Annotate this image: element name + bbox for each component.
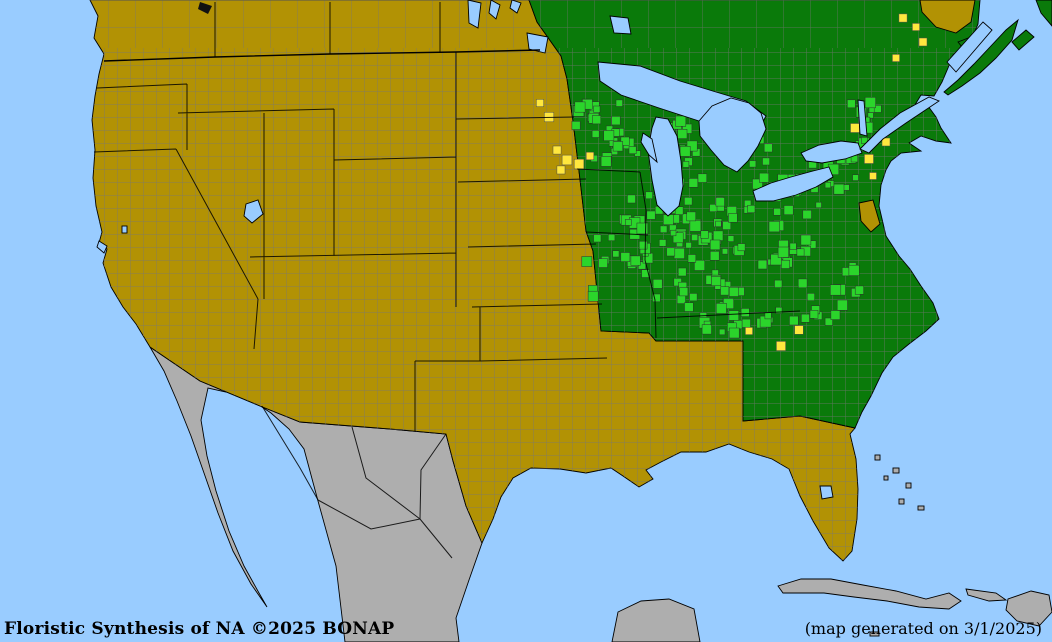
lake-ontario: [800, 140, 863, 164]
delaware-gold: [858, 199, 881, 233]
footer-title: Floristic Synthesis of NA ©2025 BONAP: [4, 619, 395, 639]
lake-erie: [752, 166, 834, 202]
st-lawrence-river: [859, 96, 940, 154]
new-brunswick-gold: [919, 0, 976, 34]
jamaica-island: [869, 631, 880, 637]
lake-okeechobee: [819, 485, 834, 500]
hispaniola-island: [1005, 590, 1052, 627]
lake-nipigon: [609, 15, 632, 35]
san-francisco-bay: [96, 240, 108, 254]
cuba-island: [777, 578, 962, 610]
dark-green-region: [528, 0, 1052, 429]
footer-generated-date: (map generated on 3/1/2025): [804, 619, 1042, 638]
mexico-state-borders: [261, 405, 453, 559]
lake-tahoe: [121, 225, 128, 234]
coastal-mountain-mark: [198, 2, 212, 14]
nova-scotia: [943, 18, 1019, 96]
bahamas-islands: [874, 454, 925, 511]
lake-huron: [698, 97, 767, 173]
lake-winnipegosis: [509, 0, 522, 14]
yucatan-peninsula: [611, 598, 701, 642]
hispaniola-west-tip: [965, 588, 1008, 602]
lake-michigan: [647, 116, 684, 217]
green-bay: [640, 132, 658, 164]
lake-winnipeg: [467, 0, 482, 29]
newfoundland-corner: [1035, 0, 1052, 27]
lake-champlain: [857, 99, 868, 137]
gold-overlays: [858, 0, 976, 233]
lake-of-the-woods: [526, 32, 549, 54]
great-salt-lake: [243, 199, 264, 224]
cape-breton: [1011, 29, 1035, 51]
gray-landmasses: [149, 346, 1052, 642]
lakes: [96, 0, 993, 500]
bay-of-fundy: [946, 21, 993, 73]
state-borders: [93, 2, 801, 559]
lake-manitoba: [488, 0, 501, 20]
us-canada-border: [103, 49, 541, 62]
